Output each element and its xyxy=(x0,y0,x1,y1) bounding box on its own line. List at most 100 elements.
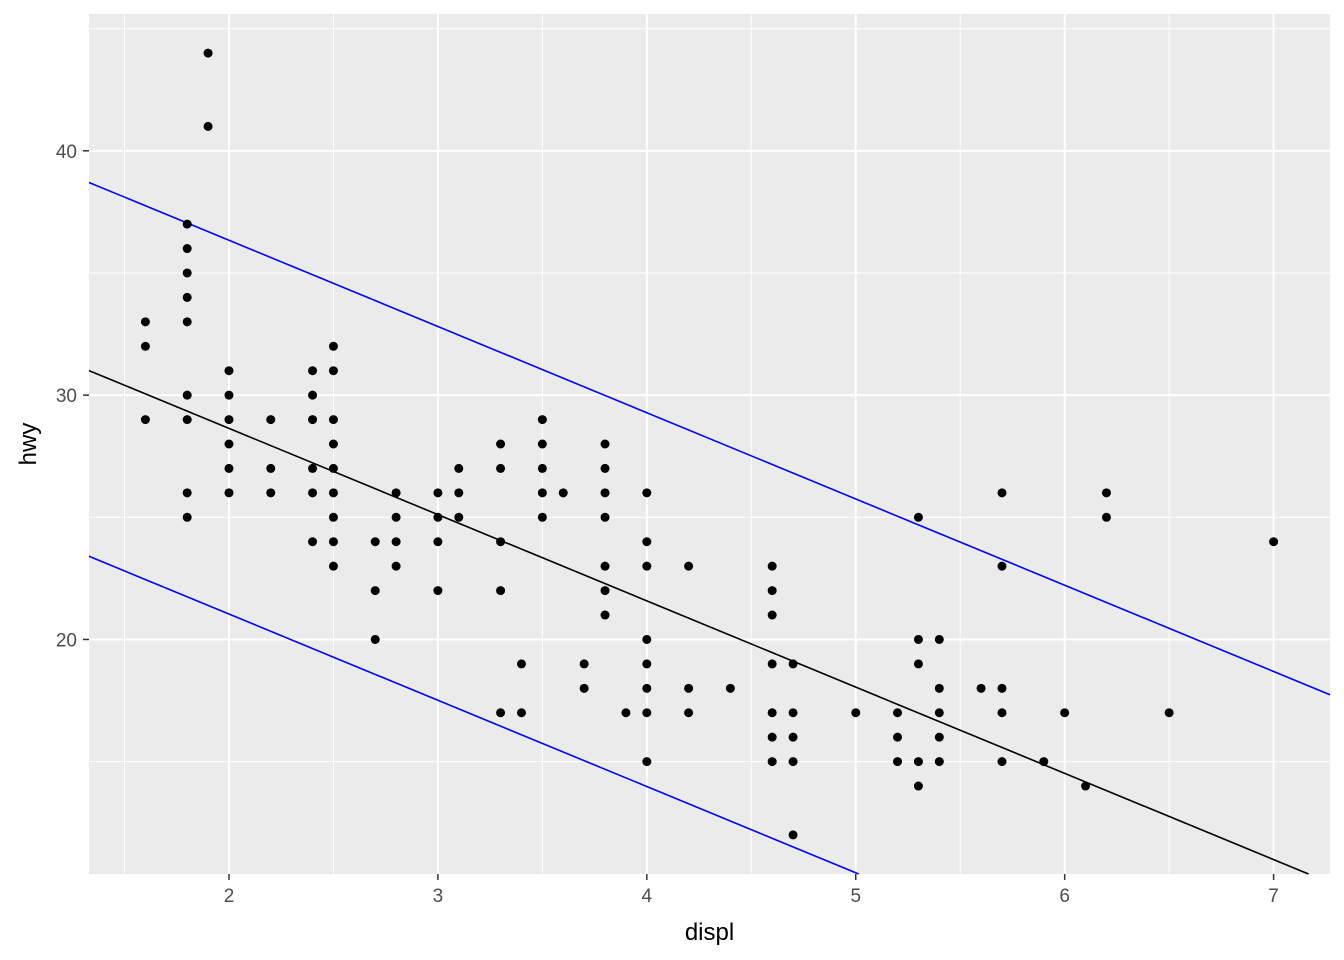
regression-lines xyxy=(88,181,1331,875)
data-point xyxy=(328,415,338,425)
data-point xyxy=(1060,708,1070,718)
data-point xyxy=(997,488,1007,498)
data-point xyxy=(537,512,547,522)
data-point xyxy=(182,317,192,327)
data-point xyxy=(266,488,276,498)
data-point xyxy=(788,732,798,742)
data-point xyxy=(224,390,234,400)
data-point xyxy=(328,537,338,547)
data-point xyxy=(328,366,338,376)
data-point xyxy=(788,830,798,840)
data-point xyxy=(893,757,903,767)
data-point xyxy=(140,415,150,425)
data-point xyxy=(182,488,192,498)
data-point xyxy=(433,537,443,547)
data-point xyxy=(391,512,401,522)
data-point xyxy=(893,732,903,742)
data-point xyxy=(182,219,192,229)
data-point xyxy=(308,366,318,376)
data-point xyxy=(600,488,610,498)
data-point xyxy=(224,439,234,449)
data-point xyxy=(788,708,798,718)
y-axis: 20 30 40 xyxy=(56,142,89,651)
data-point xyxy=(537,488,547,498)
lower-line xyxy=(88,555,860,875)
data-point xyxy=(600,463,610,473)
data-point xyxy=(558,488,568,498)
data-point xyxy=(913,757,923,767)
fit-line xyxy=(88,369,1309,875)
data-point xyxy=(203,121,213,131)
data-point xyxy=(308,463,318,473)
data-point xyxy=(767,659,777,669)
data-point xyxy=(328,439,338,449)
x-tick-label: 6 xyxy=(1059,886,1070,907)
data-point xyxy=(600,561,610,571)
data-point xyxy=(934,757,944,767)
data-point xyxy=(496,439,506,449)
data-point xyxy=(266,415,276,425)
data-point xyxy=(997,757,1007,767)
data-point xyxy=(997,561,1007,571)
data-point xyxy=(433,488,443,498)
data-point xyxy=(1101,512,1111,522)
x-axis-title: displ xyxy=(685,919,734,946)
data-point xyxy=(934,708,944,718)
data-point xyxy=(454,488,464,498)
data-point xyxy=(182,268,192,278)
x-tick-label: 5 xyxy=(850,886,861,907)
data-point xyxy=(913,659,923,669)
plot-panel xyxy=(89,14,1330,874)
data-point xyxy=(642,757,652,767)
data-point xyxy=(433,512,443,522)
data-point xyxy=(788,659,798,669)
data-point xyxy=(182,244,192,254)
data-point xyxy=(224,415,234,425)
data-point xyxy=(328,488,338,498)
data-point xyxy=(934,683,944,693)
data-point xyxy=(976,683,986,693)
data-point xyxy=(328,561,338,571)
x-tick-label: 7 xyxy=(1268,886,1279,907)
data-point xyxy=(1081,781,1091,791)
data-point xyxy=(600,512,610,522)
data-point xyxy=(600,439,610,449)
data-point xyxy=(851,708,861,718)
data-point xyxy=(182,415,192,425)
data-point xyxy=(140,317,150,327)
data-point xyxy=(308,537,318,547)
data-point xyxy=(642,634,652,644)
data-point xyxy=(893,708,903,718)
y-axis-title: hwy xyxy=(15,423,42,466)
data-point xyxy=(328,463,338,473)
data-point xyxy=(579,683,589,693)
data-point xyxy=(370,586,380,596)
data-point xyxy=(642,683,652,693)
data-point xyxy=(997,683,1007,693)
y-tick-label: 40 xyxy=(56,142,77,163)
data-point xyxy=(684,561,694,571)
data-point xyxy=(370,537,380,547)
data-point xyxy=(934,634,944,644)
data-point xyxy=(767,586,777,596)
data-point xyxy=(621,708,631,718)
data-point xyxy=(767,561,777,571)
data-point xyxy=(224,488,234,498)
data-point xyxy=(308,415,318,425)
data-point xyxy=(684,708,694,718)
data-point xyxy=(391,537,401,547)
data-point xyxy=(537,439,547,449)
data-point xyxy=(1269,537,1279,547)
data-point xyxy=(1039,757,1049,767)
data-point xyxy=(224,463,234,473)
upper-line xyxy=(88,181,1331,696)
data-point xyxy=(767,708,777,718)
data-point xyxy=(642,537,652,547)
data-point xyxy=(140,341,150,351)
data-point xyxy=(496,708,506,718)
data-point xyxy=(537,463,547,473)
data-point xyxy=(224,366,234,376)
x-tick-label: 4 xyxy=(642,886,653,907)
data-point xyxy=(496,537,506,547)
